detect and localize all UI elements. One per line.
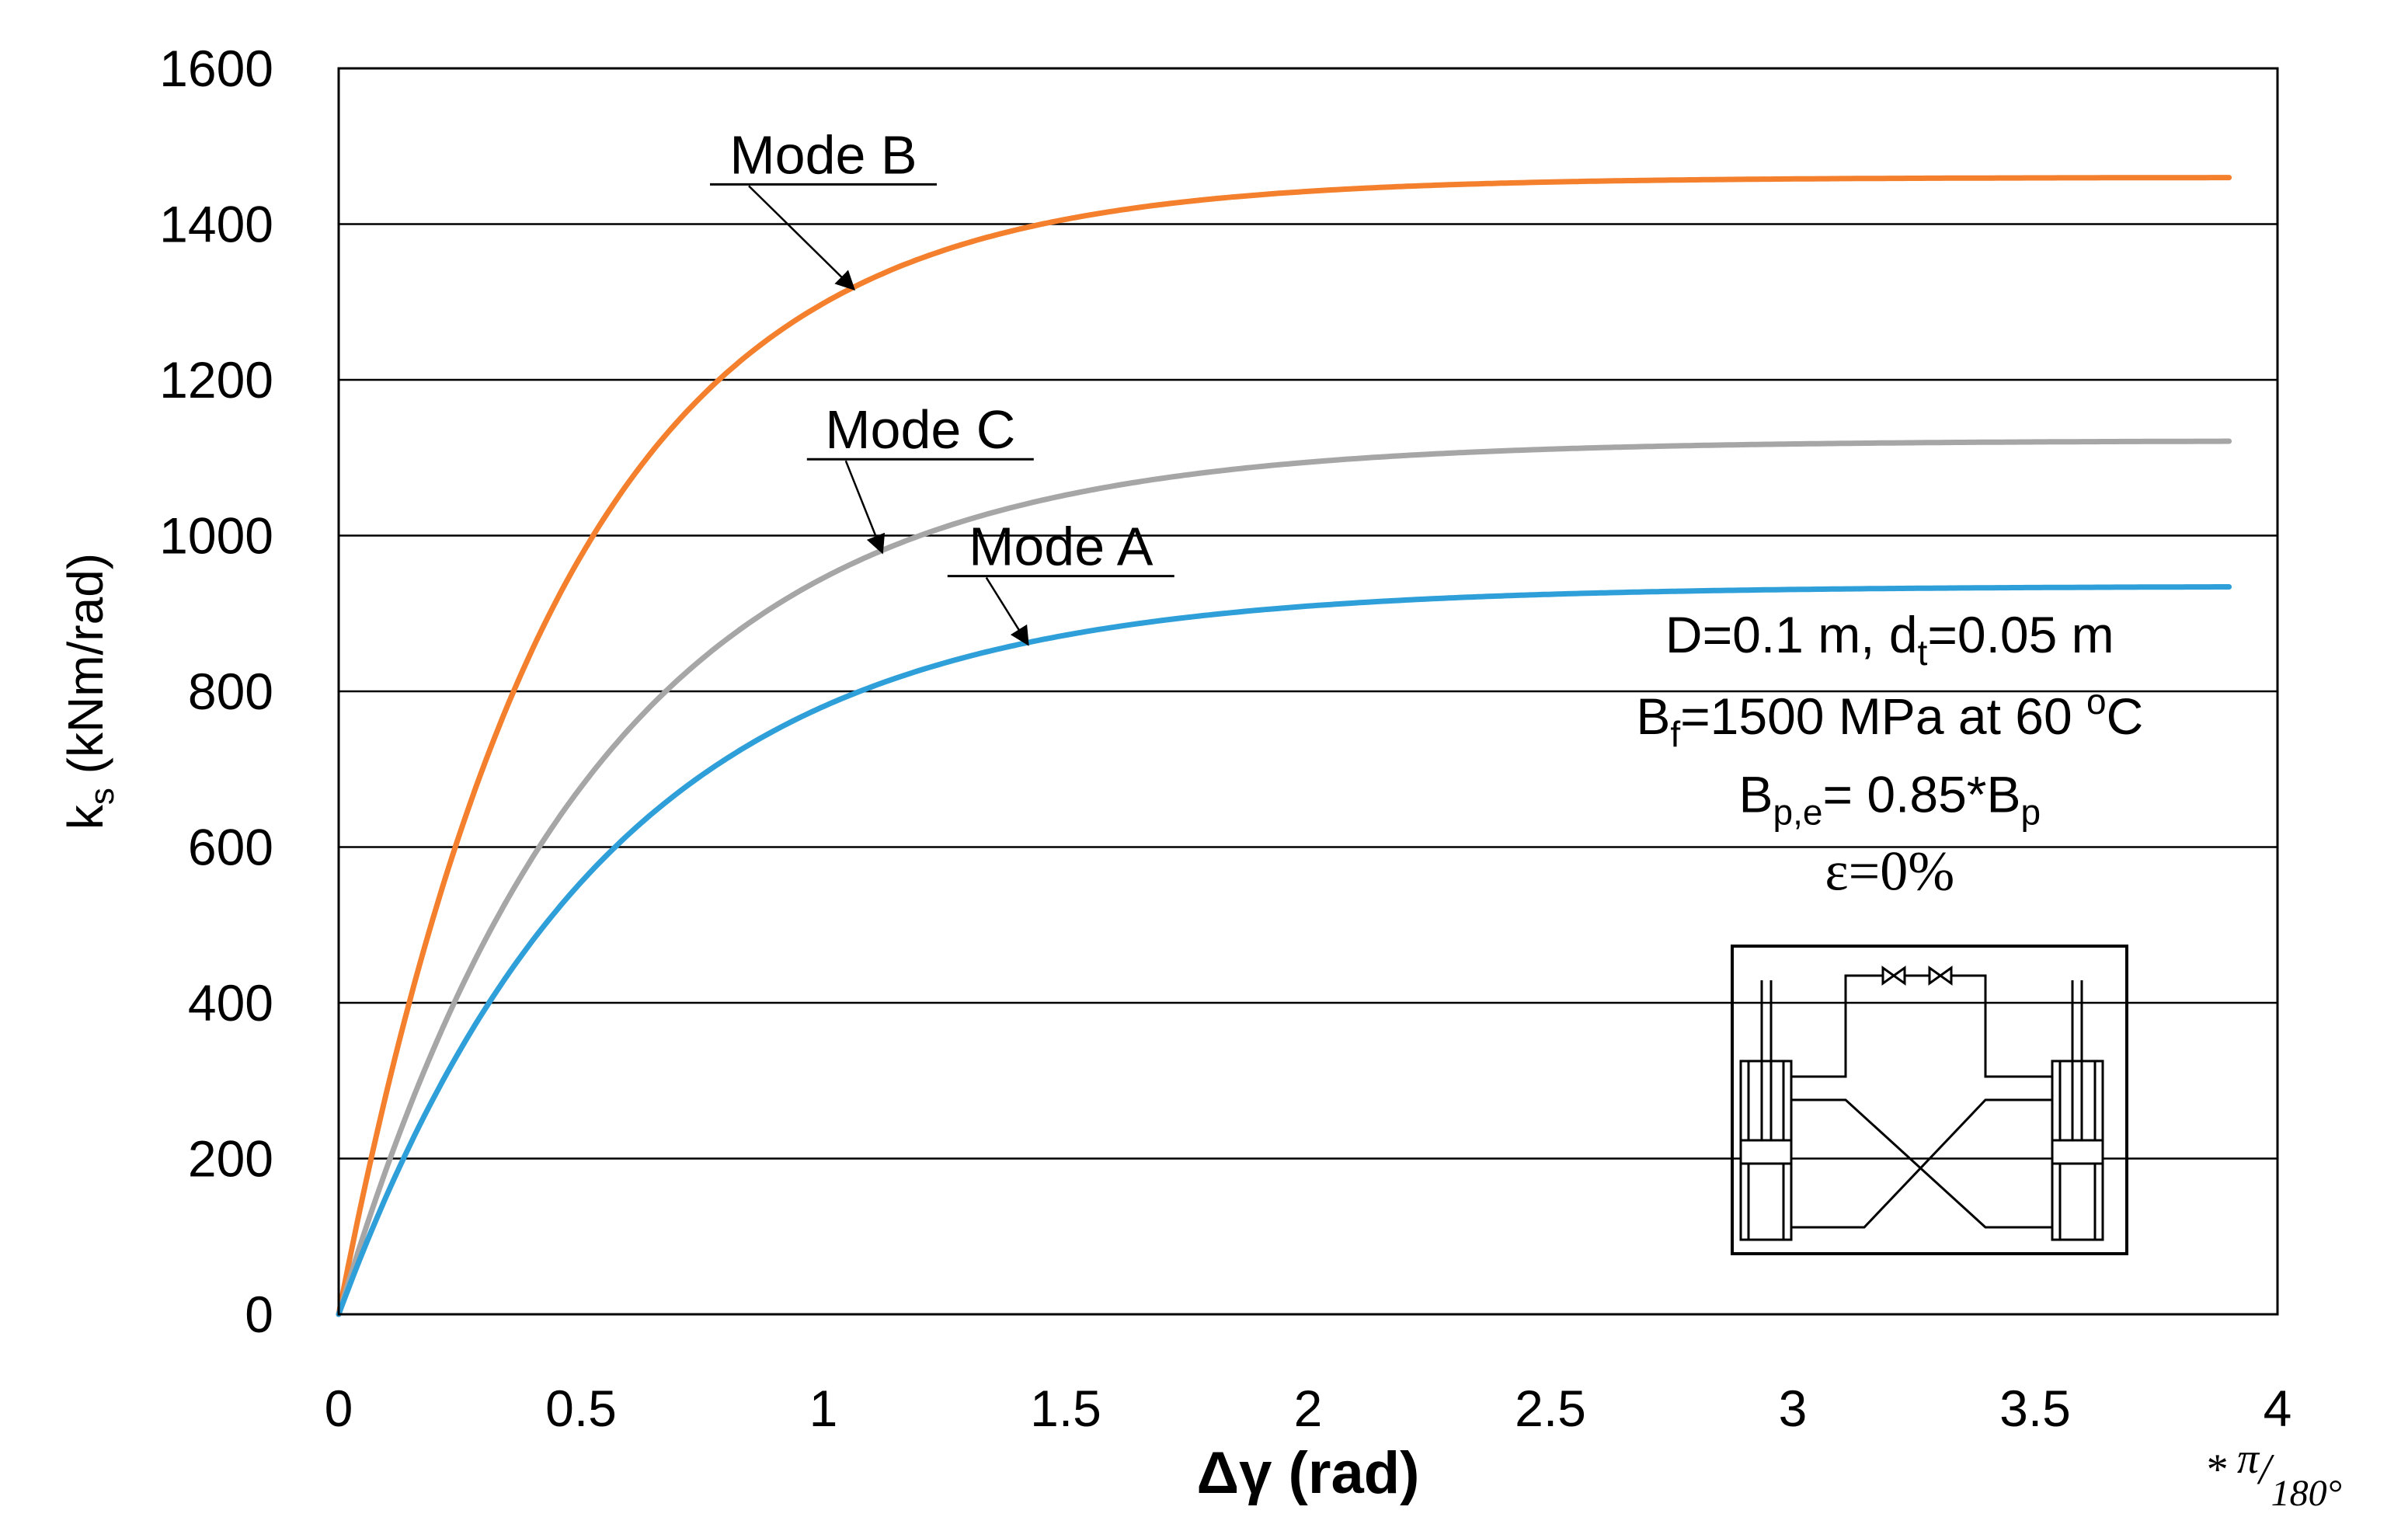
mode-label-mode-a: Mode A [969,517,1154,577]
mode-labels: Mode B Mode C Mode A [710,124,1174,646]
y-tick-label-200: 200 [188,1130,273,1188]
y-axis-title: ks (kNm/rad) [57,553,121,830]
y-axis-title-rest: (kNm/rad) [57,553,113,788]
x-tick-label-1: 1 [809,1380,838,1437]
y-tick-label-800: 800 [188,663,273,720]
x-unit-den: 180° [2271,1473,2342,1514]
annotation-line-1: D=0.1 m, dt=0.05 m [1665,606,2114,673]
annotation-line-3: Bp,e= 0.85*Bp [1738,765,2041,832]
x-unit-note: * π/180° [2204,1435,2342,1514]
grid-layer [339,223,2278,1160]
parameter-annotations: D=0.1 m, dt=0.05 m Bf=1500 MPa at 60 oC Bp… [1636,606,2143,903]
y-axis-title-sub: s [83,788,121,805]
x-tick-labels: 0 0.5 1 1.5 2 2.5 3 3.5 4 [325,1380,2292,1437]
y-tick-label-400: 400 [188,974,273,1032]
mode-label-mode-c: Mode C [825,399,1015,460]
x-tick-label-3.5: 3.5 [1999,1380,2071,1437]
y-tick-label-1400: 1400 [159,196,273,253]
x-axis-title: Δγ (rad) [1197,1440,1420,1506]
y-tick-label-0: 0 [245,1286,273,1343]
y-tick-label-1000: 1000 [159,507,273,565]
curve-layer [336,175,2232,1317]
y-tick-label-1200: 1200 [159,351,273,409]
x-tick-label-0: 0 [325,1380,353,1437]
x-tick-label-1.5: 1.5 [1030,1380,1101,1437]
hydraulic-schematic-icon [1731,945,2128,1255]
y-axis-title-main: k [57,804,113,830]
annotation-line-4: ε=0% [1825,840,1954,903]
x-tick-label-2.5: 2.5 [1515,1380,1586,1437]
x-tick-label-2: 2 [1294,1380,1323,1437]
series-line-mode-a [336,584,2232,1317]
y-tick-label-600: 600 [188,819,273,876]
y-tick-labels: 0 200 400 600 800 1000 1200 1400 1600 [159,40,273,1343]
plot-frame [337,67,2279,1316]
series-line-mode-c [336,438,2232,1317]
x-tick-label-3: 3 [1779,1380,1808,1437]
x-unit-prefix: * [2204,1446,2237,1494]
mode-label-mode-b-arrow [748,185,856,291]
annotation-line-2: Bf=1500 MPa at 60 oC [1636,681,2143,754]
series-line-mode-b [336,175,2232,1317]
x-tick-label-0.5: 0.5 [545,1380,617,1437]
y-tick-label-1600: 1600 [159,40,273,97]
x-tick-label-4: 4 [2264,1380,2292,1437]
mode-label-mode-c-arrow [844,460,886,555]
x-unit-num: π [2237,1435,2260,1483]
mode-label-mode-a-arrow [985,576,1029,646]
mode-label-mode-b: Mode B [729,124,917,185]
